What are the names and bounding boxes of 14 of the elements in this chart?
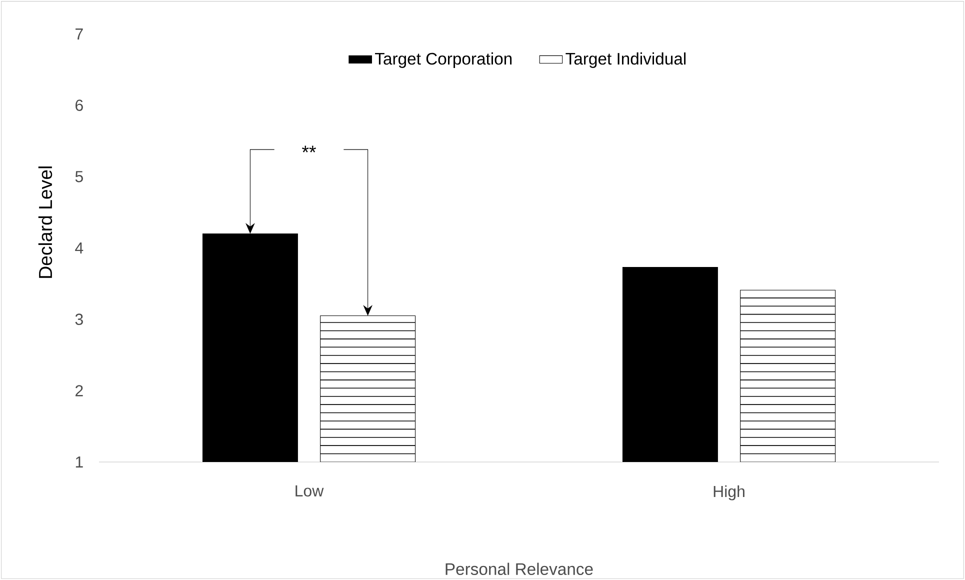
x-tick-label: High [714, 485, 744, 500]
y-tick-label: 6 [76, 100, 83, 111]
x-tick-label: Low [296, 485, 324, 497]
x-axis-title: Personal Relevance [446, 562, 593, 576]
y-tick-label: 5 [75, 171, 83, 182]
y-tick-label: 2 [76, 385, 83, 396]
y-tick-label: 7 [76, 28, 83, 40]
y-tick-label: 4 [75, 242, 84, 254]
y-tick-label: 3 [75, 314, 83, 325]
legend-label: Target Corporation [375, 52, 512, 68]
y-axis-title: Declard Level [38, 166, 52, 278]
annotation: ** [302, 146, 316, 152]
y-tick-label: 1 [76, 456, 83, 468]
legend-label: Target Individual [566, 52, 686, 68]
